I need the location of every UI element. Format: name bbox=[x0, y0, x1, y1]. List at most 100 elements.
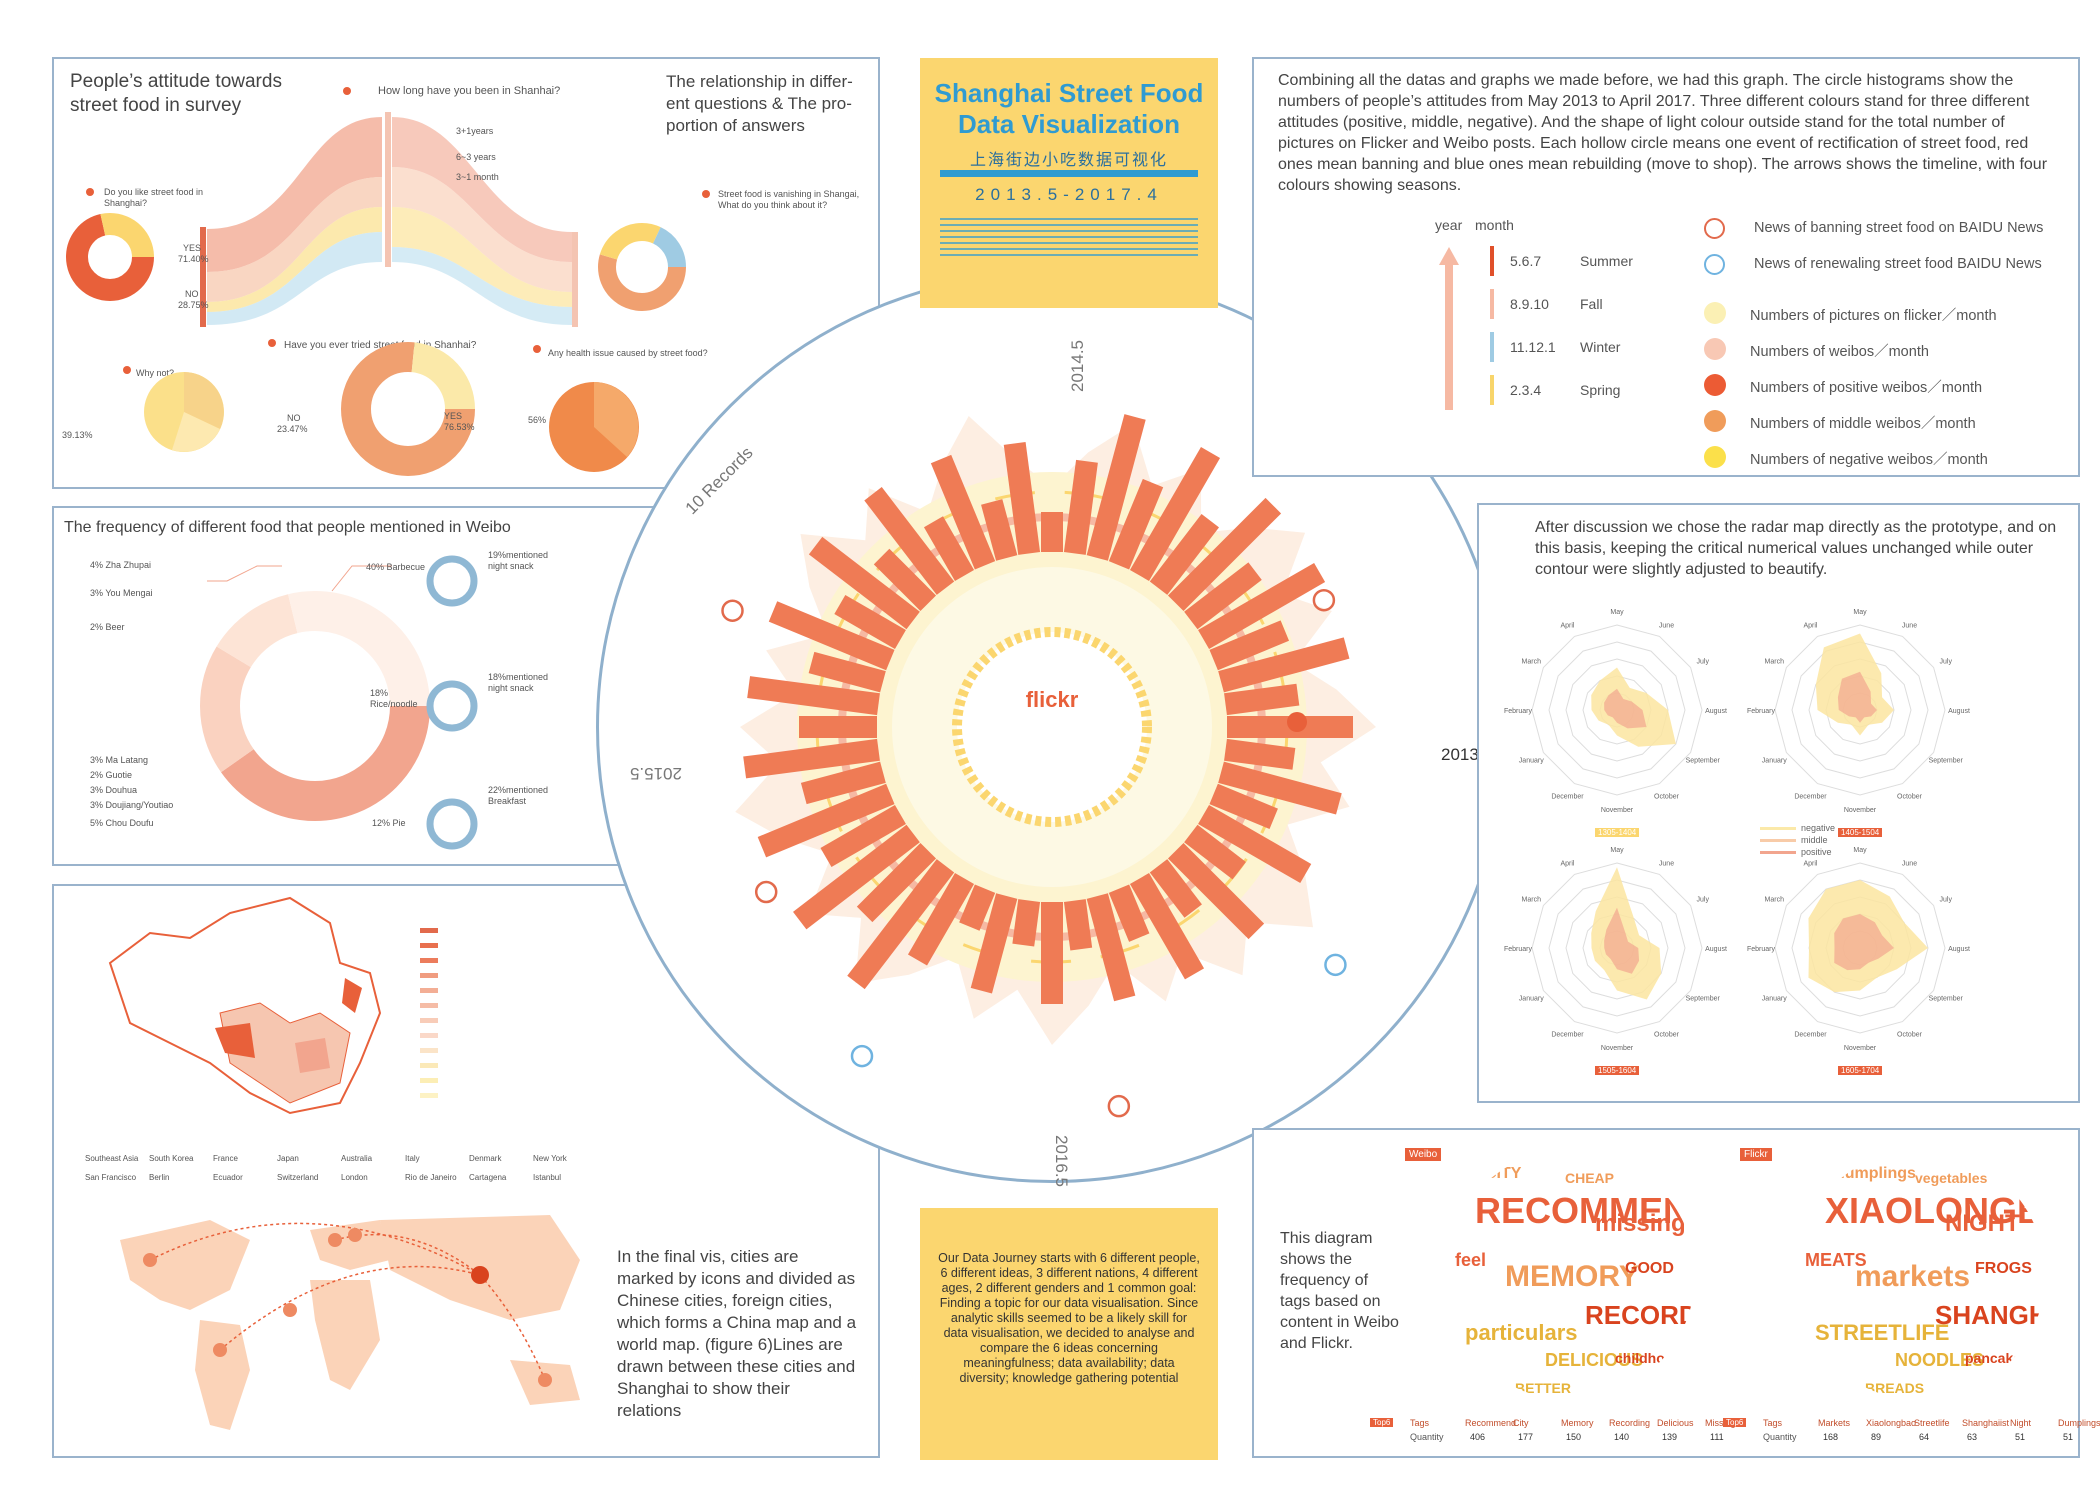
radar-chart: May June July August September October Novembe… bbox=[1504, 847, 1727, 1052]
food-rice: 18% Rice/noodle bbox=[370, 688, 418, 709]
radar-grid bbox=[1774, 862, 1946, 1034]
no-label: NO bbox=[185, 289, 199, 299]
legend-city: Cartagena bbox=[469, 1173, 507, 1182]
radial-bar bbox=[1086, 893, 1136, 1002]
season-color-bar bbox=[1490, 375, 1494, 405]
cloud-word: CHEAP bbox=[1565, 1170, 1615, 1186]
relationship-line3: portion of answers bbox=[666, 116, 805, 135]
cloud-word: XIAOLONGBAO bbox=[1825, 1190, 2045, 1231]
radial-bar bbox=[1224, 738, 1296, 770]
radial-bar bbox=[793, 824, 920, 930]
survey-title-line2: street food in survey bbox=[70, 95, 242, 116]
radar-month-label: November bbox=[1601, 807, 1634, 814]
radar-month-label: January bbox=[1762, 996, 1787, 1003]
cloud-word: MEATS bbox=[1805, 1250, 1867, 1270]
radar-month-label: January bbox=[1762, 758, 1787, 765]
q-like: Do you like street food in Shanghai? bbox=[104, 187, 204, 208]
season-row: 8.9.10 Fall bbox=[1490, 289, 1690, 323]
tag-count: 111 bbox=[1710, 1432, 1724, 1442]
radar-period-label: 1605-1704 bbox=[1838, 1066, 1883, 1075]
radar-legend-negative: negative bbox=[1801, 823, 1836, 833]
radial-bar bbox=[1129, 873, 1205, 980]
cloud-word: NIGHT bbox=[1945, 1210, 2020, 1237]
radial-bar bbox=[847, 859, 955, 990]
radar-month-label: August bbox=[1705, 946, 1727, 953]
breakfast: 22%mentioned Breakfast bbox=[488, 785, 549, 806]
radial-bar bbox=[930, 454, 996, 570]
radar-month-label: December bbox=[1794, 1032, 1827, 1039]
radar-text: After discussion we chose the radar map … bbox=[1535, 519, 2057, 578]
radar-month-label: January bbox=[1519, 758, 1544, 765]
food-douhua: 3% Douhua bbox=[90, 785, 138, 795]
radar-month-label: December bbox=[1551, 1032, 1584, 1039]
description-text: Combining all the datas and graphs we ma… bbox=[1278, 72, 2048, 194]
tag-count: 64 bbox=[1919, 1432, 1930, 1442]
year-2016: 2016.5 bbox=[1052, 1135, 1071, 1187]
radial-bar bbox=[907, 873, 975, 966]
radar-grid bbox=[1774, 624, 1946, 796]
years-3: 3~1 month bbox=[456, 172, 499, 182]
radial-bars: flickr bbox=[721, 414, 1376, 1118]
radar-month-label: July bbox=[1940, 897, 1953, 904]
legend-item-label: Numbers of pictures on flicker／month bbox=[1750, 308, 1997, 324]
radar-grid bbox=[1791, 641, 1929, 779]
radar-month-label: June bbox=[1902, 622, 1917, 629]
cloud-word: FROGS bbox=[1975, 1260, 2032, 1277]
radial-bar bbox=[1209, 783, 1278, 830]
legend-item-label: Numbers of negative weibos／month bbox=[1750, 452, 1988, 468]
cloud-word: RECORDING bbox=[1585, 1300, 1695, 1330]
legend-item: Numbers of pictures on flicker／month bbox=[1704, 302, 2064, 326]
cloud-word: childhood bbox=[1615, 1350, 1682, 1366]
radial-bar bbox=[747, 676, 880, 716]
radial-bar bbox=[799, 716, 877, 738]
tag-count: 139 bbox=[1662, 1432, 1678, 1442]
tag-name: Streetlife bbox=[1914, 1418, 1950, 1428]
radar-grid bbox=[1791, 879, 1929, 1017]
radar-month-label: November bbox=[1601, 1045, 1634, 1052]
event-ring-icon bbox=[1312, 588, 1336, 612]
weibo-food-donut bbox=[200, 555, 478, 850]
legend-city: Denmark bbox=[469, 1154, 502, 1163]
legend-item: Numbers of negative weibos／month bbox=[1704, 446, 2064, 470]
season-months: 11.12.1 bbox=[1510, 339, 1556, 355]
radial-bar bbox=[1224, 683, 1300, 716]
radial-bar bbox=[1086, 414, 1146, 561]
tag-count: 177 bbox=[1518, 1432, 1534, 1442]
cloud-word: markets bbox=[1855, 1260, 1971, 1293]
q-tried: Have you ever tried street food in Shanh… bbox=[284, 340, 477, 351]
legend-item-label: Numbers of positive weibos／month bbox=[1750, 380, 1983, 396]
radial-bar bbox=[1041, 512, 1063, 552]
radial-bar bbox=[800, 761, 886, 805]
radar-grid bbox=[1548, 641, 1686, 779]
legend-year: year bbox=[1435, 217, 1463, 233]
event-ring-icon bbox=[754, 880, 778, 904]
flickr-badge: Flickr bbox=[1740, 1148, 1772, 1161]
radial-bar bbox=[959, 884, 996, 931]
radar-month-label: June bbox=[1659, 860, 1674, 867]
radar-month-label: February bbox=[1747, 946, 1776, 953]
legend-city: Australia bbox=[341, 1154, 373, 1163]
years-1: 3+1years bbox=[456, 126, 494, 136]
legend-item: News of renewaling street food BAIDU New… bbox=[1704, 254, 2064, 278]
season-row: 5.6.7 Summer bbox=[1490, 246, 1690, 280]
years-2: 6~3 years bbox=[456, 152, 496, 162]
radar-month-label: March bbox=[1765, 897, 1785, 904]
radar-positive-area bbox=[1604, 907, 1640, 974]
season-months: 5.6.7 bbox=[1510, 253, 1542, 269]
tag-count: 406 bbox=[1470, 1432, 1486, 1442]
legend-city: London bbox=[341, 1173, 368, 1182]
tags-panel bbox=[1252, 1128, 2080, 1458]
radar-legend: negative middle positive bbox=[1760, 823, 1835, 857]
dot-marker-icon bbox=[1704, 410, 1726, 432]
tag-name: Missing bbox=[1705, 1418, 1736, 1428]
radial-bar bbox=[923, 516, 975, 581]
tag-count: 140 bbox=[1614, 1432, 1630, 1442]
season-name: Fall bbox=[1580, 296, 1603, 312]
radar-month-label: August bbox=[1948, 708, 1970, 715]
title-line1: Shanghai Street Food bbox=[934, 78, 1204, 108]
legend-city: San Francisco bbox=[85, 1173, 137, 1182]
radar-month-label: September bbox=[1686, 996, 1721, 1003]
radar-month-label: September bbox=[1929, 758, 1964, 765]
city-legend: Southeast Asia South Korea France Japan … bbox=[85, 1153, 595, 1183]
radar-month-label: August bbox=[1705, 708, 1727, 715]
